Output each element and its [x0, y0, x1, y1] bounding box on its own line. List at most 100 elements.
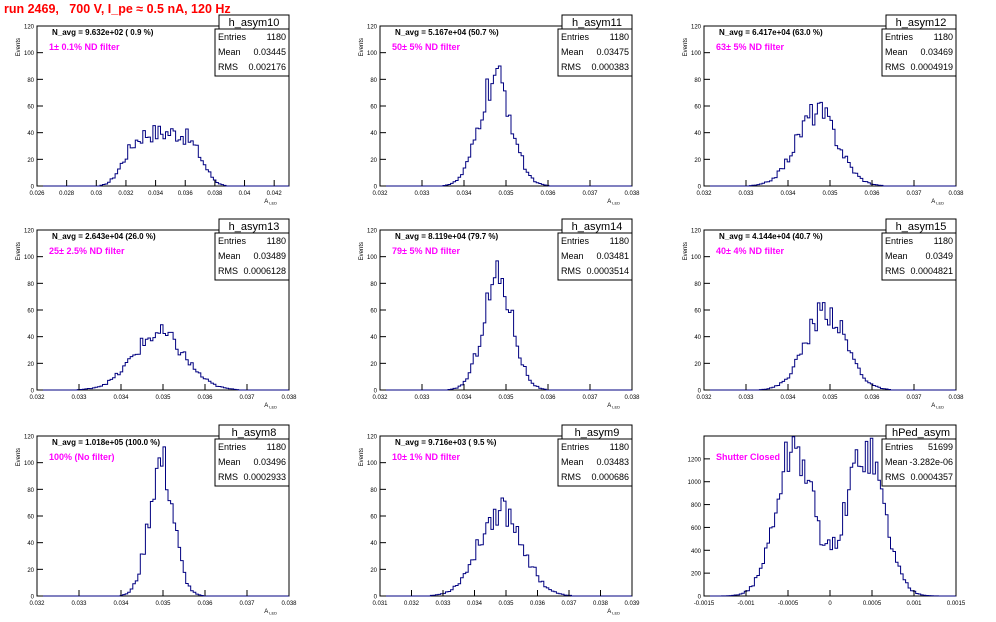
- y-tick-label: 80: [27, 78, 34, 84]
- y-tick-label: 40: [27, 131, 34, 137]
- y-axis-label: Events: [359, 242, 365, 260]
- stats-box: [214, 232, 290, 281]
- y-tick-label: 40: [370, 335, 377, 341]
- y-tick-label: 120: [367, 229, 378, 235]
- y-tick-label: 60: [27, 105, 34, 111]
- x-axis-label: ALED: [931, 199, 944, 206]
- stats-mean-label: Mean: [885, 251, 908, 261]
- y-tick-label: 60: [370, 309, 377, 315]
- stats-entries-value: 1180: [934, 236, 953, 246]
- y-tick-label: 1000: [688, 480, 702, 486]
- histogram-line: [380, 260, 632, 391]
- x-tick-label: 0.033: [738, 191, 754, 197]
- histogram-name: hPed_asym: [892, 427, 950, 439]
- x-tick-label: 0.032: [696, 395, 712, 401]
- y-axis-label: Events: [16, 38, 22, 56]
- histogram-panel: 0 20 40 60 80 100 120 0.032 0.033 0.034 0.035 0.036…: [359, 14, 640, 206]
- filter-label: 79± 5% ND filter: [392, 246, 460, 256]
- stats-entries-value: 1180: [610, 236, 629, 246]
- x-tick-label: 0.034: [113, 395, 129, 401]
- stats-mean-value: 0.0349: [925, 251, 953, 261]
- y-tick-label: 20: [27, 158, 34, 164]
- stats-mean-value: 0.03481: [596, 251, 629, 261]
- stats-mean-value: 0.03469: [920, 47, 953, 57]
- x-tick-label: 0.033: [414, 191, 430, 197]
- stats-entries-value: 1180: [267, 236, 286, 246]
- stats-entries-label: Entries: [885, 442, 914, 452]
- stats-entries-label: Entries: [885, 236, 914, 246]
- filter-label: 1± 0.1% ND filter: [49, 42, 120, 52]
- stats-entries-value: 1180: [267, 32, 286, 42]
- y-axis-label: Events: [16, 242, 22, 260]
- stats-mean-label: Mean: [218, 457, 241, 467]
- x-tick-label: 0.034: [113, 601, 129, 607]
- y-tick-label: 120: [24, 435, 35, 441]
- y-tick-label: 100: [691, 255, 702, 261]
- stats-mean-label: Mean: [561, 457, 584, 467]
- x-tick-label: 0.032: [404, 601, 420, 607]
- x-tick-label: 0.032: [118, 191, 134, 197]
- x-tick-label: 0.032: [372, 191, 388, 197]
- stats-mean-label: Mean: [885, 47, 908, 57]
- x-tick-label: 0.034: [780, 395, 796, 401]
- navg-label: N_avg = 1.018e+05 (100.0 %): [52, 438, 160, 447]
- histogram-name: h_asym15: [896, 221, 947, 233]
- x-tick-label: 0.036: [540, 395, 556, 401]
- y-tick-label: 80: [694, 78, 701, 84]
- y-tick-label: 20: [370, 362, 377, 368]
- x-tick-label: 0.035: [822, 395, 838, 401]
- y-axis-label: Events: [683, 242, 689, 260]
- x-axis-label: ALED: [607, 609, 620, 616]
- x-tick-label: 0.037: [582, 191, 598, 197]
- x-tick-label: 0.039: [624, 601, 640, 607]
- x-tick-label: 0.037: [239, 395, 255, 401]
- y-tick-label: 20: [27, 362, 34, 368]
- stats-box: [881, 438, 957, 487]
- stats-mean-value: 0.03445: [253, 47, 286, 57]
- stats-rms-label: RMS: [218, 62, 238, 72]
- x-tick-label: -0.0015: [694, 601, 715, 607]
- y-tick-label: 400: [691, 549, 702, 555]
- x-tick-label: 0.037: [906, 395, 922, 401]
- y-tick-label: 120: [691, 25, 702, 31]
- x-tick-label: 0.035: [822, 191, 838, 197]
- x-tick-label: 0.034: [456, 395, 472, 401]
- filter-label: 10± 1% ND filter: [392, 452, 460, 462]
- stats-entries-label: Entries: [885, 32, 914, 42]
- y-tick-label: 1200: [688, 457, 702, 463]
- x-tick-label: 0.036: [178, 191, 194, 197]
- y-tick-label: 120: [691, 229, 702, 235]
- histogram-name: h_asym8: [232, 427, 277, 439]
- x-tick-label: 0.0005: [863, 601, 882, 607]
- y-tick-label: 40: [27, 541, 34, 547]
- histogram-line: [704, 436, 956, 597]
- x-tick-label: 0.033: [435, 601, 451, 607]
- histogram-panel: 0 20 40 60 80 100 120 0.031 0.032 0.033 0.034 0.035…: [359, 424, 640, 616]
- x-axis-label: ALED: [607, 403, 620, 410]
- stats-entries-value: 1180: [934, 32, 953, 42]
- stats-entries-value: 1180: [267, 442, 286, 452]
- x-tick-label: 0.038: [948, 395, 964, 401]
- histogram-line: [704, 302, 956, 391]
- x-tick-label: 0.036: [864, 395, 880, 401]
- x-tick-label: 0.035: [155, 601, 171, 607]
- stats-mean-label: Mean: [218, 251, 241, 261]
- y-tick-label: 60: [27, 515, 34, 521]
- stats-box: [557, 438, 633, 487]
- y-tick-label: 80: [370, 78, 377, 84]
- histogram-name: h_asym11: [572, 17, 622, 29]
- stats-box: [214, 438, 290, 487]
- histogram-name: h_asym13: [229, 221, 280, 233]
- y-tick-label: 60: [27, 309, 34, 315]
- filter-label: 50± 5% ND filter: [392, 42, 460, 52]
- x-tick-label: 0.036: [540, 191, 556, 197]
- filter-label: 40± 4% ND filter: [716, 246, 784, 256]
- stats-box: [881, 232, 957, 281]
- y-tick-label: 80: [694, 282, 701, 288]
- x-tick-label: 0.03: [90, 191, 102, 197]
- y-axis-label: Events: [683, 38, 689, 56]
- stats-entries-label: Entries: [218, 236, 247, 246]
- y-tick-label: 40: [694, 131, 701, 137]
- x-tick-label: 0.032: [29, 601, 45, 607]
